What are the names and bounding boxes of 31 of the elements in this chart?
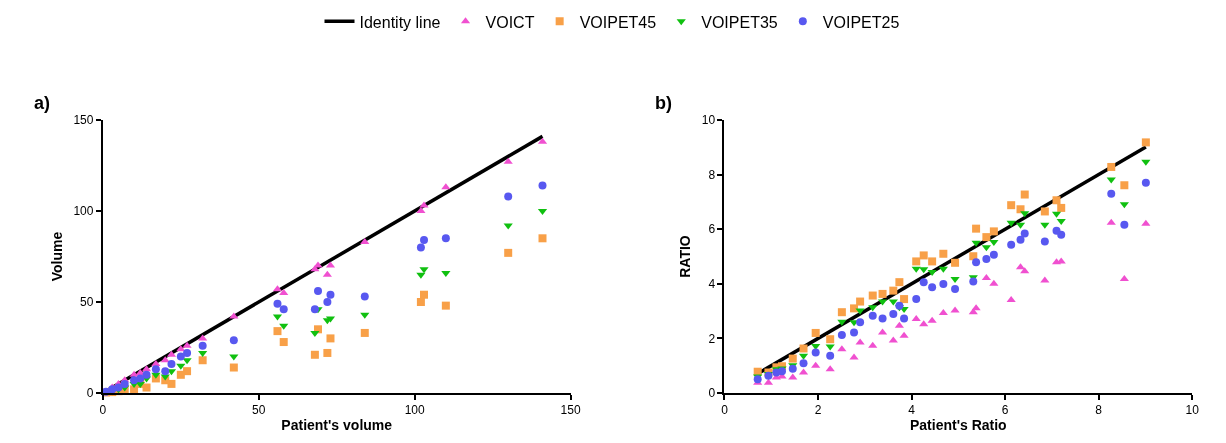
y-tick-label: 8: [708, 167, 716, 182]
x-tick-label: 8: [1095, 403, 1103, 418]
y-tick-label: 150: [73, 113, 94, 128]
legend-label: VOIPET35: [701, 13, 778, 31]
y-axis-title: Volume: [48, 231, 65, 282]
x-tick-label: 0: [721, 403, 729, 418]
y-tick-label: 6: [708, 222, 716, 237]
x-tick-label: 150: [560, 403, 581, 418]
y-tick-label: 0: [86, 386, 94, 401]
y-tick-label: 2: [708, 331, 716, 346]
legend-label: VOIPET25: [822, 13, 900, 31]
x-tick-label: 0: [99, 403, 107, 418]
y-tick-label: 0: [708, 386, 716, 401]
x-tick-label: 4: [908, 403, 916, 418]
x-tick-label: 10: [1185, 403, 1200, 418]
legend-label: Identity line: [359, 13, 441, 31]
x-axis-title: Patient's Ratio: [909, 417, 1007, 434]
chart-title: a): [34, 93, 51, 113]
chart-title: b): [655, 93, 672, 113]
x-tick-label: 100: [404, 403, 425, 418]
y-tick-label: 100: [73, 204, 94, 219]
x-tick-label: 6: [1001, 403, 1009, 418]
y-tick-label: 10: [701, 113, 716, 128]
x-tick-label: 50: [252, 403, 266, 418]
y-tick-label: 50: [80, 295, 94, 310]
x-axis-title: Patient's volume: [281, 417, 393, 434]
x-tick-label: 2: [814, 403, 822, 418]
y-tick-label: 4: [708, 277, 716, 291]
legend-label: VOIPET45: [579, 13, 657, 31]
legend-label: VOICT: [485, 13, 535, 31]
y-axis-title: RATIO: [676, 235, 693, 278]
